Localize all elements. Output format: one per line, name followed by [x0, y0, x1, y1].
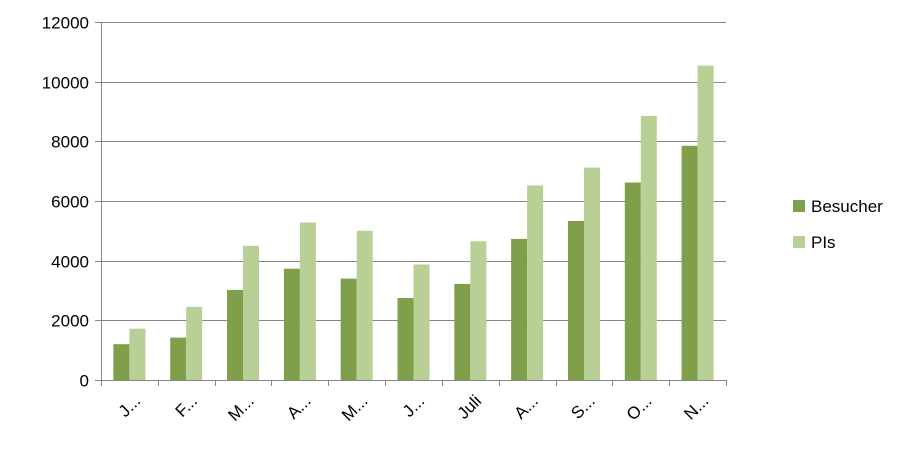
- x-tick-label: M...: [224, 391, 257, 424]
- bar-pis-4: [356, 230, 373, 380]
- bar-besucher-1: [170, 337, 187, 380]
- bar-besucher-10: [681, 145, 698, 380]
- bar-besucher-0: [113, 344, 130, 380]
- bar-series: [113, 65, 714, 381]
- y-tick-label: 8000: [51, 133, 89, 152]
- bar-besucher-7: [511, 238, 528, 380]
- legend-swatch-besucher: [793, 200, 805, 212]
- legend-label-besucher: Besucher: [811, 197, 883, 216]
- y-axis-ticks: 0 2000 4000 6000 8000 10000 12000: [42, 14, 101, 391]
- bar-pis-10: [697, 65, 714, 380]
- bar-besucher-4: [340, 278, 357, 380]
- x-tick-label: J...: [115, 391, 144, 420]
- bar-besucher-2: [227, 289, 243, 380]
- bar-pis-2: [243, 245, 259, 381]
- legend: Besucher PIs: [793, 197, 883, 252]
- x-tick-label: Juli: [454, 391, 485, 422]
- x-axis-ticks: J... F... M... A... M... J... Juli A... S... O...…: [101, 380, 727, 425]
- legend-swatch-pis: [793, 236, 805, 248]
- bar-besucher-8: [568, 221, 584, 380]
- x-tick-label: M...: [338, 391, 371, 424]
- bar-pis-8: [584, 167, 600, 380]
- bar-pis-7: [527, 185, 544, 380]
- bar-besucher-5: [397, 298, 414, 380]
- legend-label-pis: PIs: [811, 233, 836, 252]
- bar-pis-9: [640, 116, 657, 380]
- bar-pis-3: [299, 222, 316, 380]
- y-tick-label: 0: [80, 372, 89, 391]
- bar-pis-0: [129, 328, 146, 380]
- bar-pis-6: [470, 241, 487, 380]
- y-tick-label: 10000: [42, 74, 89, 93]
- x-tick-label: O...: [623, 391, 656, 424]
- x-tick-label: A...: [510, 391, 541, 422]
- x-tick-label: F...: [172, 391, 201, 420]
- bar-besucher-6: [454, 283, 471, 380]
- y-tick-label: 4000: [51, 253, 89, 272]
- x-tick-label: A...: [283, 391, 314, 422]
- gridlines: [101, 22, 726, 321]
- bar-besucher-9: [624, 182, 641, 380]
- y-tick-label: 6000: [51, 193, 89, 212]
- x-tick-label: N...: [680, 391, 712, 423]
- bar-pis-1: [186, 306, 203, 380]
- x-tick-label: J...: [399, 391, 428, 420]
- axes: [101, 22, 726, 381]
- x-tick-label: S...: [567, 391, 598, 422]
- y-tick-label: 2000: [51, 312, 89, 331]
- bar-besucher-3: [283, 268, 300, 380]
- y-tick-label: 12000: [42, 14, 89, 33]
- bar-pis-5: [413, 264, 430, 380]
